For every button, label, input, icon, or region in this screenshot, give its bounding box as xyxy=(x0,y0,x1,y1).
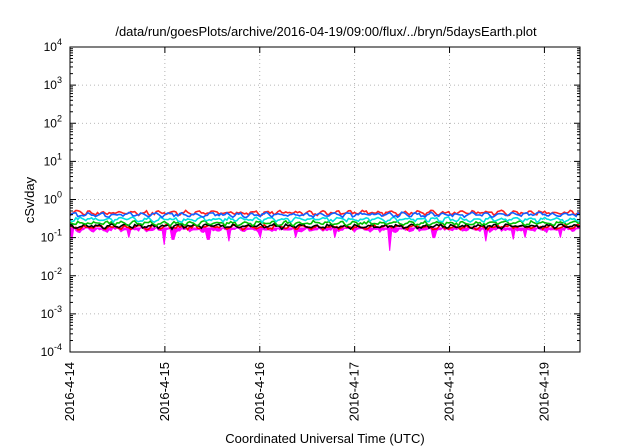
y-tick-label: 10-3 xyxy=(41,304,62,321)
series-line xyxy=(69,215,581,224)
y-tick-label: 103 xyxy=(44,75,62,92)
y-axis: 10-4 10-3 10-2 10-1 100 101 102 103 104 xyxy=(41,37,580,359)
series-line xyxy=(69,219,581,228)
y-tick-label: 101 xyxy=(44,151,62,168)
x-tick-label: 2016-4-14 xyxy=(62,362,77,421)
series-line xyxy=(69,211,581,219)
y-tick-label: 10-2 xyxy=(41,266,62,283)
grid xyxy=(70,47,580,352)
y-tick-label: 10-1 xyxy=(41,228,62,245)
y-tick-label: 104 xyxy=(44,37,62,54)
chart-title: /data/run/goesPlots/archive/2016-04-19/0… xyxy=(115,24,537,39)
x-tick-label: 2016-4-18 xyxy=(442,362,457,421)
y-tick-label: 102 xyxy=(44,113,62,130)
series-line xyxy=(69,222,581,231)
y-tick-label: 100 xyxy=(44,190,62,207)
x-tick-label: 2016-4-16 xyxy=(252,362,267,421)
y-tick-label: 10-4 xyxy=(41,342,62,359)
x-tick-label: 2016-4-17 xyxy=(347,362,362,421)
x-tick-label: 2016-4-15 xyxy=(157,362,172,421)
x-axis-label: Coordinated Universal Time (UTC) xyxy=(225,431,424,446)
series-group xyxy=(69,209,581,251)
x-axis: 2016-4-14 2016-4-15 2016-4-16 2016-4-17 2016… xyxy=(62,47,551,421)
y-axis-label: cSv/day xyxy=(22,176,37,223)
x-tick-label: 2016-4-19 xyxy=(536,362,551,421)
